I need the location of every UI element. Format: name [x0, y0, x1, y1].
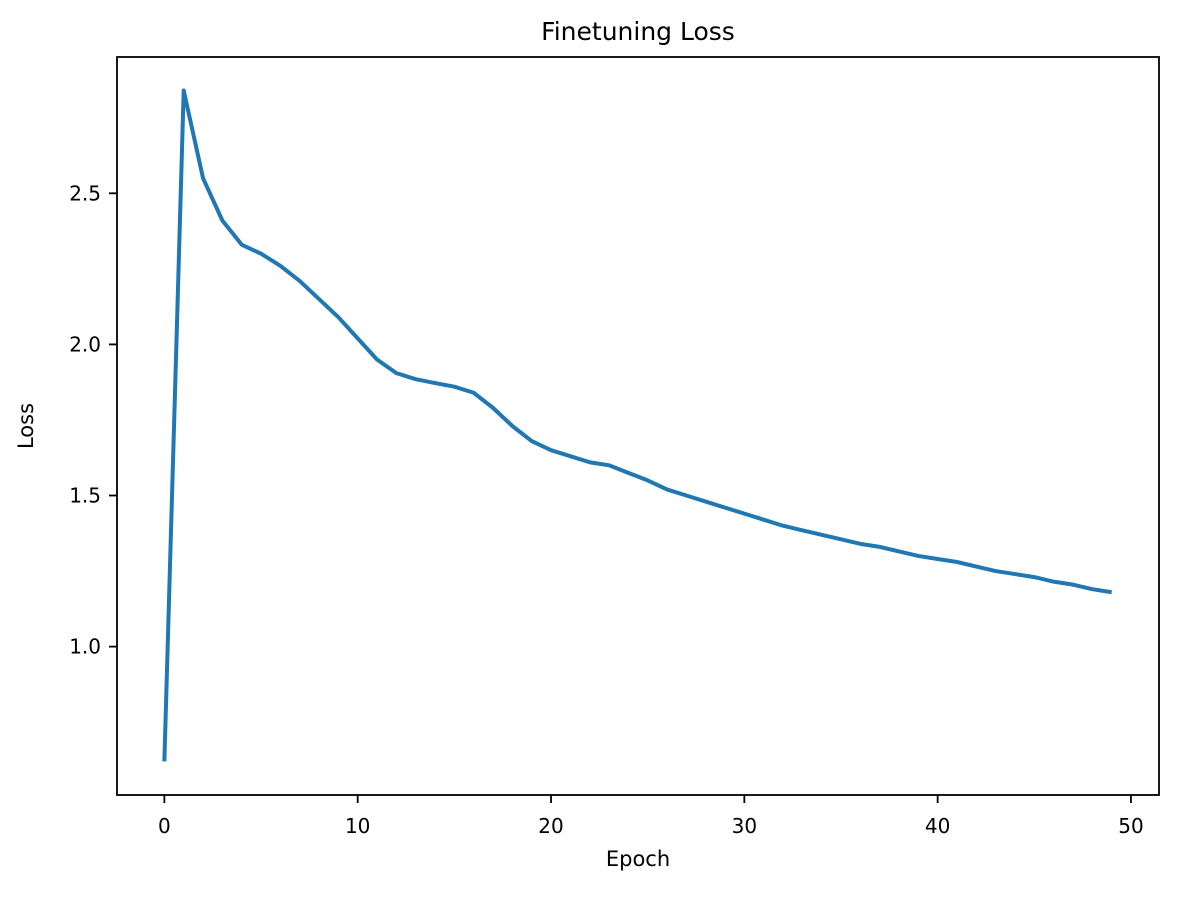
y-tick-label: 1.0 — [69, 635, 101, 659]
x-tick-label: 30 — [732, 814, 757, 838]
x-axis-ticks: 0 10 20 30 40 50 — [158, 795, 1144, 838]
x-axis-label: Epoch — [606, 847, 670, 871]
x-tick-label: 10 — [345, 814, 370, 838]
x-tick-label: 50 — [1118, 814, 1143, 838]
y-tick-label: 2.5 — [69, 181, 101, 205]
loss-line-series — [162, 88, 1112, 762]
y-tick-label: 2.0 — [69, 332, 101, 356]
y-axis-ticks: 1.0 1.5 2.0 2.5 — [69, 181, 117, 659]
y-tick-label: 1.5 — [69, 484, 101, 508]
x-tick-label: 20 — [538, 814, 563, 838]
series-group — [162, 88, 1112, 762]
chart-title: Finetuning Loss — [541, 17, 735, 46]
x-tick-label: 0 — [158, 814, 171, 838]
axes-frame — [116, 56, 1160, 796]
y-axis-label: Loss — [14, 403, 38, 449]
plot-area — [117, 57, 1159, 795]
x-tick-label: 40 — [925, 814, 950, 838]
